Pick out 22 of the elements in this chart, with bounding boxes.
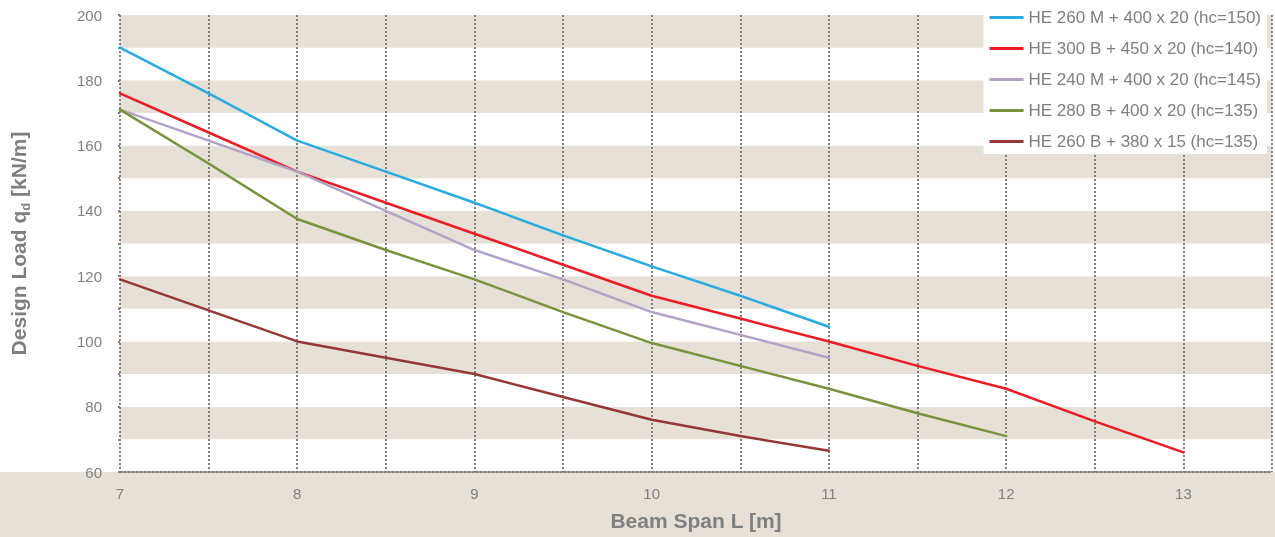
y-tick-label: 140: [76, 202, 102, 220]
x-tick-label: 9: [470, 485, 479, 502]
x-axis-title: Beam Span L [m]: [610, 509, 782, 532]
y-tick-label: 160: [76, 137, 102, 155]
legend-label: HE 280 B + 400 x 20 (hc=135): [1028, 101, 1259, 120]
legend-label: HE 300 B + 450 x 20 (hc=140): [1028, 39, 1259, 58]
x-tick-label: 12: [997, 485, 1015, 502]
y-tick-label: 80: [85, 398, 102, 416]
y-tick-label: 60: [85, 463, 102, 481]
x-tick-label: 11: [821, 485, 837, 502]
legend-label: HE 260 M + 400 x 20 (hc=150): [1028, 8, 1262, 27]
y-tick-label: 180: [76, 71, 102, 89]
x-tick-label: 8: [293, 485, 302, 502]
legend-label: HE 260 B + 380 x 15 (hc=135): [1028, 132, 1259, 151]
y-axis-title: Design Load qd [kN/m]: [7, 131, 33, 356]
y-tick-label: 100: [76, 332, 102, 350]
y-tick-label: 120: [76, 267, 102, 285]
x-tick-label: 13: [1175, 485, 1192, 502]
legend-label: HE 240 M + 400 x 20 (hc=145): [1028, 70, 1262, 89]
y-tick-label: 200: [76, 6, 102, 24]
x-tick-label: 7: [115, 485, 125, 502]
x-tick-label: 10: [643, 485, 661, 502]
